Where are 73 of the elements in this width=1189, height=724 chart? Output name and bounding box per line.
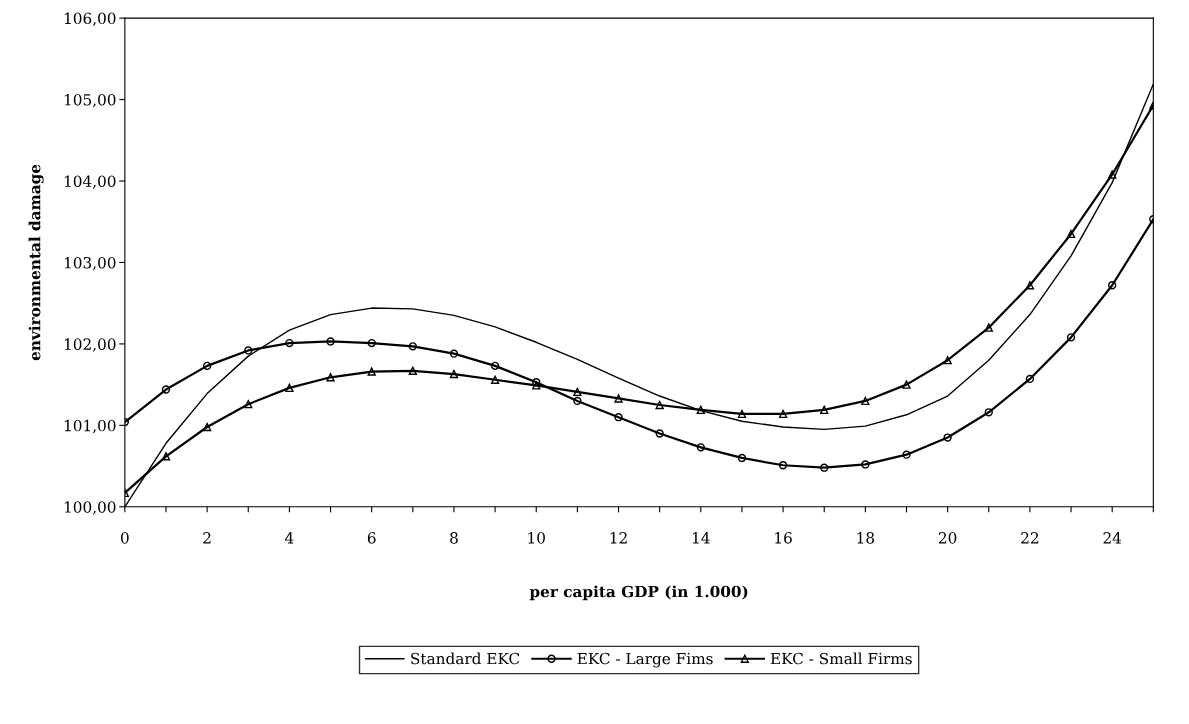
point [655, 429, 664, 438]
point [861, 460, 870, 469]
point [1108, 170, 1117, 179]
point [449, 349, 459, 358]
y-tick-label: 101,00 [64, 419, 116, 434]
point [367, 367, 376, 376]
y-tick-label: 105,00 [64, 94, 116, 108]
x-tick-label: 16 [775, 532, 792, 544]
point [778, 461, 788, 470]
point [202, 422, 212, 432]
y-tick-label: 102,00 [64, 338, 116, 352]
point [902, 450, 911, 459]
point [326, 373, 335, 382]
point [285, 338, 294, 348]
point [778, 409, 788, 419]
point [367, 338, 376, 348]
point [573, 396, 582, 406]
x-tick-label: 8 [450, 532, 458, 544]
point [532, 381, 541, 390]
x-tick-label: 24 [1103, 532, 1122, 544]
point [655, 400, 664, 410]
point [202, 361, 212, 371]
point [532, 378, 541, 387]
y-axis-title: environmental damage [28, 164, 44, 361]
y-tick-label: 100,00 [64, 501, 116, 515]
point [820, 405, 829, 415]
legend-label: Standard EKC [411, 652, 520, 665]
point [737, 409, 747, 419]
legend-label: EKC - Small Firms [770, 652, 912, 665]
point [573, 387, 582, 397]
point [1025, 281, 1035, 290]
point [696, 443, 705, 452]
x-tick-label: 10 [528, 532, 545, 544]
y-tick-label: 103,00 [64, 256, 116, 271]
point [449, 369, 459, 379]
x-tick-label: 6 [367, 532, 376, 544]
point [326, 337, 335, 346]
x-tick-label: 22 [1021, 532, 1039, 544]
point [614, 413, 623, 422]
x-tick-label: 4 [285, 532, 294, 544]
y-tick-label: 104,00 [64, 175, 116, 189]
point [861, 396, 870, 406]
point [161, 385, 171, 394]
x-tick-label: 12 [610, 532, 627, 544]
point [1066, 229, 1076, 239]
point [490, 375, 500, 384]
legend-label: EKC - Large Fims [577, 652, 713, 668]
point [902, 380, 911, 389]
x-tick-label: 18 [857, 532, 875, 544]
point [1025, 374, 1035, 384]
y-tick-label: 106,00 [64, 12, 116, 26]
point [285, 383, 294, 393]
x-tick-label: 2 [203, 532, 211, 544]
point [408, 342, 417, 351]
point [408, 366, 417, 375]
point [614, 394, 623, 403]
point [943, 356, 952, 365]
point [1108, 281, 1117, 290]
point [737, 453, 747, 463]
point [984, 408, 993, 417]
x-tick-label: 0 [120, 532, 129, 544]
point [244, 346, 253, 355]
point [244, 400, 253, 409]
x-axis-title: per capita GDP (in 1.000) [529, 585, 748, 601]
point [161, 452, 171, 461]
x-tick-label: 20 [938, 532, 957, 544]
point [490, 361, 500, 371]
point [943, 433, 952, 442]
x-tick-label: 14 [692, 532, 710, 544]
point [696, 405, 705, 415]
point [984, 323, 993, 332]
point [1066, 333, 1076, 342]
point [820, 463, 829, 472]
